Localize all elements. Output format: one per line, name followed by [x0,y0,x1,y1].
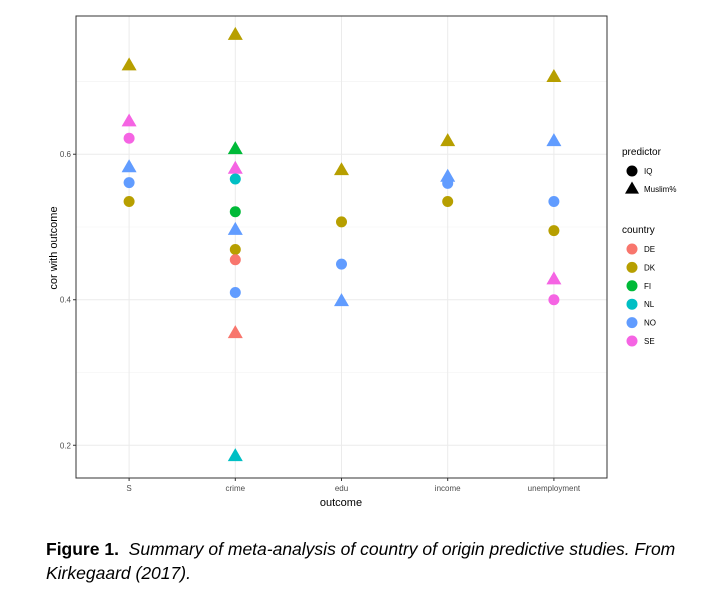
x-tick-label: edu [335,484,348,493]
x-tick-label: unemployment [528,484,581,493]
point-income-DK-muslim [440,133,456,147]
point-S-SE-muslim [121,113,137,127]
legend-country-title: country [622,225,655,236]
point-edu-NO-muslim [334,293,349,307]
y-axis-title: cor with outcome [48,206,60,289]
point-crime-DK-iq [229,244,241,256]
legend-country-label: FI [644,282,651,291]
figure-caption-text: Summary of meta-analysis of country of o… [46,539,676,583]
point-crime-FI-iq [229,206,241,218]
legend-country-label: NO [644,319,656,328]
point-crime-DE-muslim [227,325,243,339]
legend-country-swatch [626,261,638,273]
point-unemployment-SE-iq [548,294,560,306]
legend-country-swatch [626,317,638,329]
legend-shape-label: Muslim% [644,185,676,194]
legend-country-swatch [626,280,638,292]
point-income-NO-iq [442,177,454,189]
legend-predictor-title: predictor [622,147,662,158]
point-crime-SE-muslim [227,160,243,174]
grid-lines [76,16,607,478]
point-unemployment-DK-muslim [546,69,562,83]
point-S-NO-iq [123,177,135,189]
axes: 0.2 0.4 0.6 S crime edu income unemployment [60,150,581,493]
point-S-DK-iq [123,196,135,208]
legend-country-swatch [626,243,638,255]
legend-shape-circle [626,165,638,177]
point-crime-NL-muslim [227,448,243,462]
point-crime-DK-muslim [227,26,243,40]
y-tick-label: 0.4 [60,296,72,305]
x-tick-label: S [126,484,131,493]
point-crime-DE-iq [229,254,241,266]
legend-country-swatch [626,298,638,310]
figure-caption: Figure 1. Summary of meta-analysis of co… [46,537,706,585]
legend-country-label: NL [644,300,655,309]
legend-country-label: SE [644,337,655,346]
x-axis-title: outcome [320,497,362,509]
point-crime-NO-muslim [227,221,243,235]
point-crime-FI-muslim [227,141,243,155]
point-unemployment-NO-iq [548,196,560,208]
legend-country-swatch [626,335,638,347]
y-tick-label: 0.2 [60,441,72,450]
point-S-DK-muslim [121,57,137,71]
scatter-chart: 0.2 0.4 0.6 S crime edu income unemployment out… [48,15,676,509]
point-edu-DK-muslim [334,162,349,176]
point-edu-DK-iq [336,216,347,228]
point-edu-NO-iq [336,258,347,270]
data-points [121,26,562,462]
point-unemployment-SE-muslim [546,271,562,285]
point-unemployment-NO-muslim [546,133,562,147]
legend-shape-triangle [625,181,639,194]
point-unemployment-DK-iq [548,225,560,237]
point-crime-NO-iq [229,286,241,298]
point-income-DK-iq [442,196,454,208]
point-S-NO-muslim [121,159,137,173]
legend-country-label: DE [644,245,655,254]
figure-caption-label: Figure 1. [46,539,119,559]
legend-shape-label: IQ [644,167,652,176]
x-tick-label: crime [226,484,246,493]
legend-country-label: DK [644,263,656,272]
point-income-NO-muslim [440,168,456,182]
x-tick-label: income [435,484,461,493]
point-S-SE-iq [123,132,135,144]
point-crime-NL-iq [229,173,241,185]
y-tick-label: 0.6 [60,150,72,159]
legend: predictor IQ Muslim% country DE DK FI NL NO SE [622,147,676,347]
